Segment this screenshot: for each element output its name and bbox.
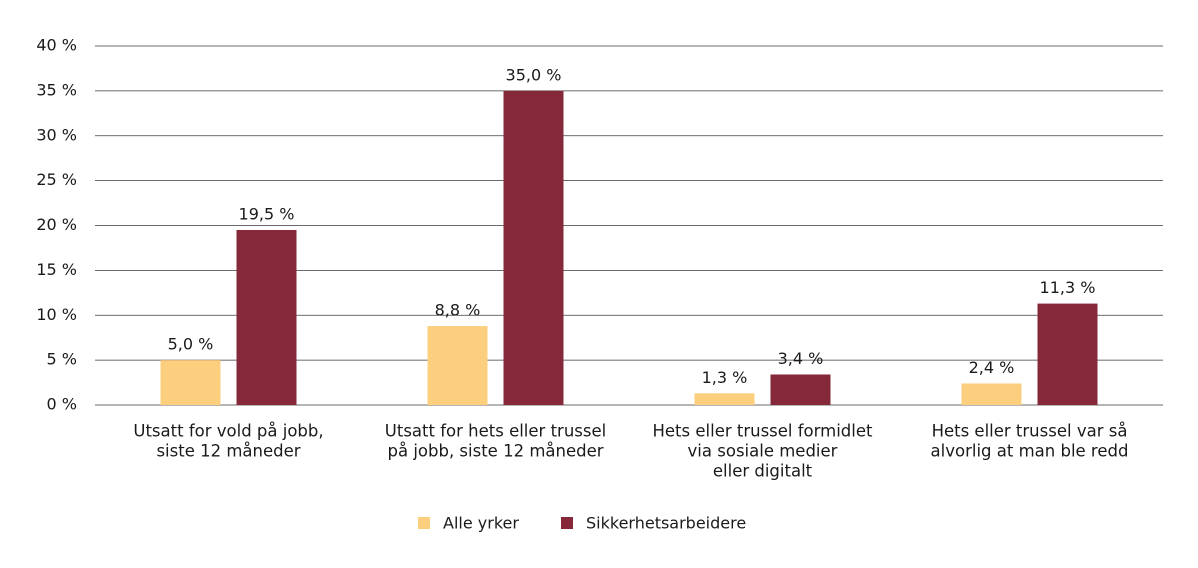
value-label: 3,4 % (778, 349, 824, 368)
value-label: 11,3 % (1040, 278, 1096, 297)
bar (961, 383, 1022, 405)
x-tick-label: via sosiale medier (688, 442, 838, 461)
bar (427, 326, 488, 405)
bar (1037, 303, 1098, 405)
y-tick-label: 35 % (36, 80, 77, 99)
x-tick-label: Hets eller trussel formidlet (653, 422, 874, 441)
x-tick-label: på jobb, siste 12 måneder (387, 442, 603, 461)
y-tick-label: 20 % (36, 215, 77, 234)
x-tick-label: siste 12 måneder (156, 442, 300, 461)
x-tick-label: eller digitalt (713, 462, 813, 481)
value-label: 1,3 % (702, 368, 748, 387)
bar (694, 393, 755, 405)
legend-label: Sikkerhetsarbeidere (586, 514, 746, 533)
x-tick-label: alvorlig at man ble redd (931, 442, 1129, 461)
value-label: 2,4 % (969, 358, 1015, 377)
bar (503, 90, 564, 405)
value-label: 8,8 % (435, 301, 481, 320)
y-tick-label: 30 % (36, 125, 77, 144)
y-tick-label: 10 % (36, 305, 77, 324)
y-tick-label: 15 % (36, 260, 77, 279)
value-label: 35,0 % (506, 65, 562, 84)
y-tick-label: 25 % (36, 170, 77, 189)
value-label: 5,0 % (168, 335, 214, 354)
x-tick-label: Utsatt for hets eller trussel (385, 422, 606, 441)
bar (770, 374, 831, 405)
legend-label: Alle yrker (443, 514, 519, 533)
bar (236, 229, 297, 405)
y-tick-label: 0 % (47, 395, 77, 414)
x-tick-label: Hets eller trussel var så (932, 422, 1128, 441)
value-label: 19,5 % (239, 204, 295, 223)
bar (160, 360, 221, 405)
legend-swatch (418, 517, 430, 529)
y-tick-label: 5 % (47, 350, 77, 369)
y-tick-label: 40 % (36, 36, 77, 55)
legend-swatch (561, 517, 573, 529)
x-tick-label: Utsatt for vold på jobb, (133, 422, 323, 441)
